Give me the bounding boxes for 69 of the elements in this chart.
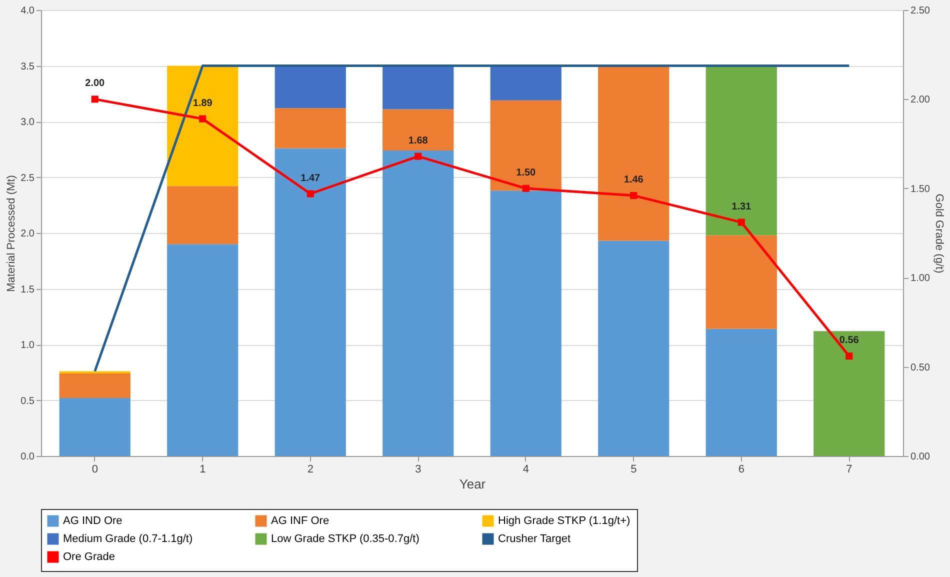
y2-tick-label: 0.00 — [910, 452, 930, 462]
bar — [274, 66, 346, 108]
x-axis-title: Year — [459, 476, 486, 492]
y2-tick-label: 1.50 — [910, 184, 930, 195]
x-tick-label: 4 — [522, 464, 529, 476]
bar — [598, 240, 670, 456]
y2-tick-label: 1.00 — [910, 273, 930, 284]
legend-label: AG IND Ore — [63, 515, 122, 527]
bar — [706, 66, 777, 236]
data-label: 0.56 — [839, 335, 860, 346]
y-tick-label: 2.0 — [20, 228, 35, 240]
y2-tick-label: 2.50 — [910, 6, 930, 16]
legend-label: High Grade STKP (1.1g/t+) — [498, 515, 630, 527]
point — [846, 352, 853, 360]
bar — [274, 148, 346, 456]
bar — [490, 66, 562, 100]
bar — [274, 108, 346, 148]
data-label: 1.68 — [408, 135, 428, 146]
x-tick-label: 2 — [307, 464, 314, 476]
bar — [814, 331, 885, 456]
bar — [167, 66, 238, 186]
y-tick-label: 3.0 — [20, 117, 35, 128]
x-tick-label: 0 — [92, 464, 98, 476]
y-tick-label: 1.0 — [20, 340, 35, 351]
data-label: 1.31 — [732, 201, 752, 212]
bar — [167, 186, 238, 244]
y-tick-label: 4.0 — [20, 6, 35, 16]
point — [738, 218, 745, 226]
point — [199, 115, 206, 122]
x-tick-label: 1 — [200, 464, 206, 476]
point — [414, 152, 422, 160]
y-tick-label: 1.5 — [20, 284, 35, 296]
bar — [598, 66, 670, 241]
x-tick-label: 5 — [630, 464, 637, 476]
bar — [167, 244, 238, 456]
x-tick-label: 6 — [738, 464, 744, 476]
data-label: 2.00 — [85, 78, 106, 90]
point — [91, 96, 98, 103]
legend-label: Ore Grade — [63, 551, 115, 563]
bar — [382, 150, 454, 456]
legend-label: AG INF Ore — [271, 515, 330, 527]
x-tick-label: 3 — [415, 464, 422, 476]
point — [306, 190, 314, 198]
y2-tick-label: 0.50 — [910, 362, 930, 374]
point — [630, 192, 638, 200]
legend-label: Low Grade STKP (0.35-0.7g/t) — [271, 533, 420, 545]
legend-label: Medium Grade (0.7-1.1g/t) — [63, 533, 193, 545]
bar — [59, 398, 130, 456]
bar — [382, 66, 454, 110]
data-label: 1.47 — [300, 172, 321, 184]
data-label: 1.50 — [516, 167, 536, 178]
data-label: 1.46 — [624, 174, 644, 186]
bar — [490, 190, 562, 456]
y2-axis-title: Gold Grade (g/t) — [932, 194, 945, 274]
y-tick-label: 3.5 — [20, 61, 35, 72]
point — [522, 184, 530, 192]
y-tick-label: 0.5 — [20, 396, 35, 407]
bar — [706, 328, 777, 456]
y-axis-title: Material Processed (Mt) — [6, 175, 18, 292]
y-tick-label: 0.0 — [20, 452, 35, 462]
legend-label: Crusher Target — [498, 533, 571, 545]
bar — [490, 100, 562, 191]
y-tick-label: 2.5 — [20, 172, 35, 184]
x-tick-label: 7 — [846, 464, 852, 476]
data-label: 1.89 — [192, 98, 213, 109]
y2-tick-label: 2.00 — [910, 94, 930, 106]
bar — [382, 109, 454, 150]
bar — [706, 235, 777, 329]
bar — [59, 373, 130, 398]
